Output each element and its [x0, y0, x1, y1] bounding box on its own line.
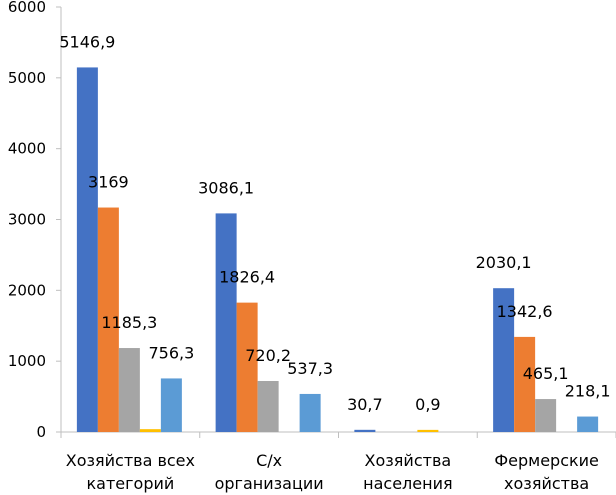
category-label: хозяйства: [504, 474, 589, 493]
bar: [299, 393, 321, 432]
y-tick-label: 0: [36, 423, 46, 441]
bar: [160, 378, 182, 432]
bar: [139, 429, 161, 432]
category-label: Хозяйства: [365, 451, 452, 470]
y-tick-label: 1000: [8, 352, 46, 370]
category-label: С/х: [256, 451, 282, 470]
data-label: 756,3: [148, 343, 194, 362]
data-label: 0,9: [415, 395, 440, 414]
bar: [493, 288, 515, 432]
data-label: 3169: [88, 173, 129, 192]
bar: [118, 348, 140, 432]
data-label: 30,7: [347, 395, 383, 414]
bar: [514, 336, 536, 432]
bar: [76, 67, 98, 432]
data-label: 218,1: [565, 382, 611, 401]
bar: [577, 416, 599, 432]
bar: [417, 429, 439, 432]
bar: [215, 213, 237, 432]
y-tick-label: 5000: [8, 69, 46, 87]
bar: [236, 302, 258, 432]
data-label: 2030,1: [476, 253, 532, 272]
y-tick-label: 6000: [8, 0, 46, 16]
data-label: 465,1: [523, 364, 569, 383]
category-label: Фермерские: [494, 451, 599, 470]
category-label: Хозяйства всех: [66, 451, 195, 470]
data-label: 720,2: [245, 346, 291, 365]
category-label: категорий: [86, 474, 174, 493]
bar: [354, 429, 376, 432]
data-label: 1342,6: [497, 302, 553, 321]
y-tick-label: 2000: [8, 281, 46, 299]
data-label: 1826,4: [219, 268, 275, 287]
bar-layer: [76, 67, 599, 432]
bar: [97, 207, 119, 432]
category-label: организации: [215, 474, 324, 493]
data-label: 5146,9: [59, 32, 115, 51]
y-tick-label: 3000: [8, 211, 46, 229]
data-label: 3086,1: [198, 178, 254, 197]
data-label: 1185,3: [101, 313, 157, 332]
category-label: населения: [363, 474, 452, 493]
axis-layer: 0 1000 2000 3000 4000 5000 6000 Хозяйства всех к…: [8, 0, 616, 493]
bar: [257, 380, 279, 432]
label-layer: 5146,9 3169 1185,3 756,3 3086,1 1826,4 720,253…: [59, 32, 610, 413]
bar: [535, 399, 557, 432]
y-tick-label: 4000: [8, 140, 46, 158]
data-label: 537,3: [287, 359, 333, 378]
